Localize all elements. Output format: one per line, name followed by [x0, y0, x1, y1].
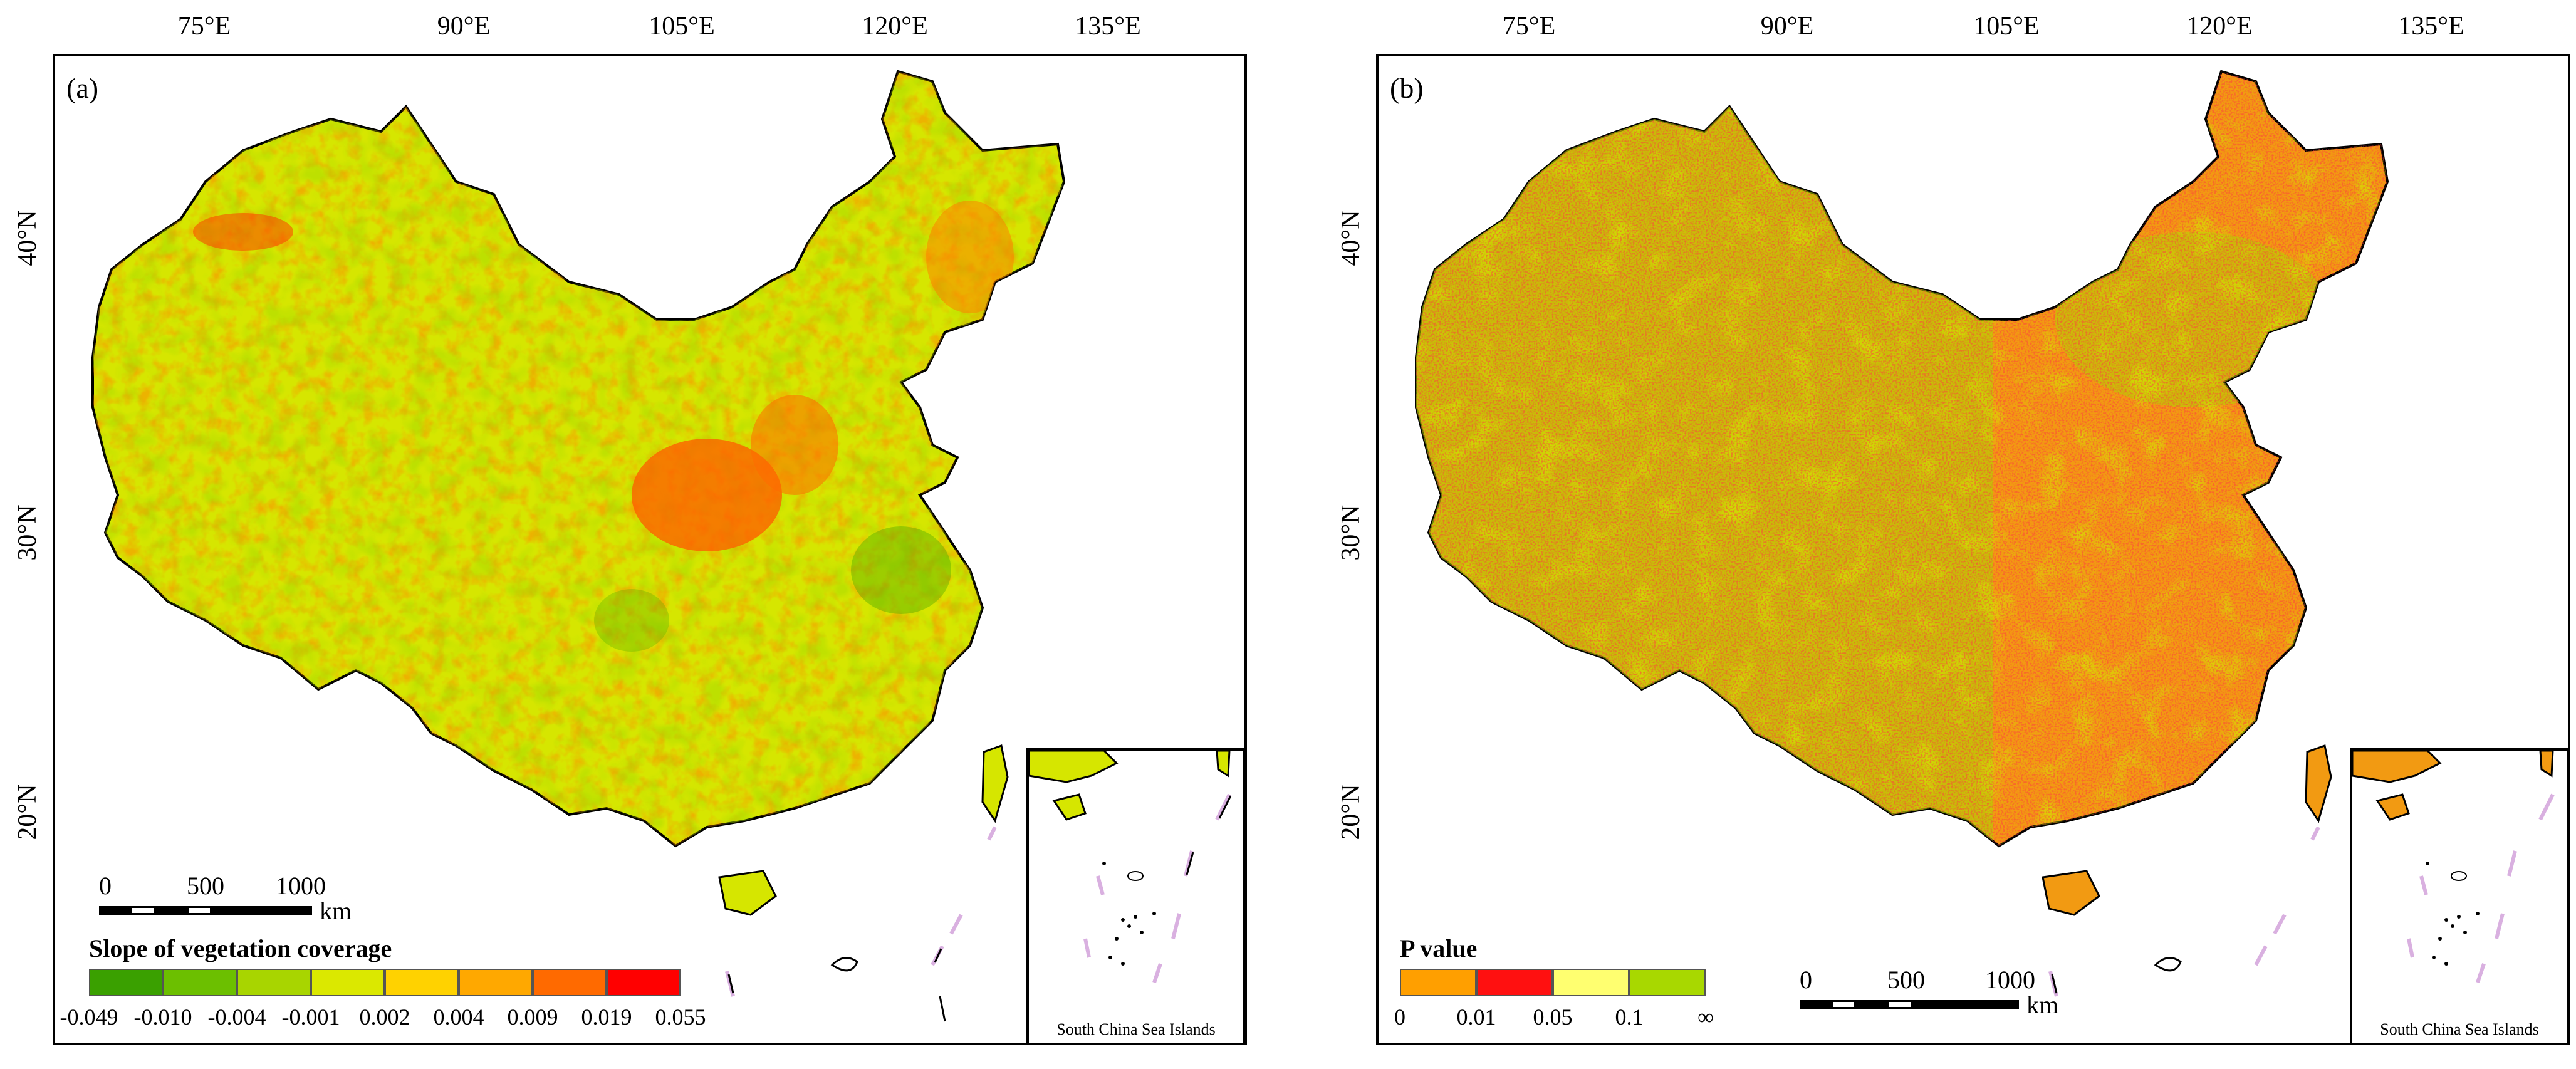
lon-tick: 90°E	[437, 12, 491, 41]
legend-swatch	[237, 969, 311, 996]
legend-swatch	[533, 969, 607, 996]
lat-tick: 30°N	[1337, 504, 1365, 561]
legend-tick: 0	[1394, 1004, 1405, 1030]
lon-tick: 120°E	[2186, 12, 2253, 41]
scale-label: 1000	[276, 872, 326, 900]
island-outline	[830, 957, 858, 972]
legend-tick: -0.010	[133, 1004, 192, 1030]
lon-tick: 135°E	[2398, 12, 2464, 41]
inset-map-a	[1029, 751, 1232, 983]
scale-label: 1000	[1985, 966, 2035, 994]
panel-a-label: (a)	[66, 72, 99, 104]
lon-tick: 105°E	[649, 12, 715, 41]
scale-unit: km	[320, 897, 352, 925]
lon-tick: 135°E	[1075, 12, 1141, 41]
south-china-sea-inset-a: South China Sea Islands	[1026, 748, 1244, 1043]
scale-unit: km	[2026, 991, 2059, 1019]
legend-tick: 0.05	[1533, 1004, 1573, 1030]
scale-label: 0	[99, 872, 112, 900]
china-map-a	[91, 70, 1066, 1022]
hotspot	[926, 201, 1014, 313]
legend-tick: 0.1	[1615, 1004, 1644, 1030]
legend-swatch	[1476, 969, 1553, 996]
scale-segment	[155, 906, 187, 915]
inset-map-b	[2352, 751, 2555, 983]
hainan-shape-a	[718, 870, 777, 916]
hotspot	[193, 213, 293, 251]
inset-caption: South China Sea Islands	[2380, 1020, 2539, 1038]
lat-tick: 40°N	[13, 210, 42, 266]
island-dots	[1102, 862, 1156, 966]
scale-segment	[130, 906, 155, 915]
legend-swatch	[1629, 969, 1706, 996]
lon-tick: 105°E	[1973, 12, 2040, 41]
legend-title: Slope of vegetation coverage	[89, 934, 392, 962]
scale-label: 500	[187, 872, 224, 900]
legend-a: Slope of vegetation coverage -0.049 -0.01…	[60, 934, 778, 1034]
legend-swatch	[89, 969, 163, 996]
legend-swatch	[311, 969, 385, 996]
scale-label: 0	[1800, 966, 1812, 994]
legend-title: P value	[1400, 934, 1478, 962]
lon-tick: 120°E	[862, 12, 928, 41]
taiwan-shape-b	[2305, 744, 2332, 823]
legend-swatch	[607, 969, 681, 996]
panel-a-map-frame: (a) 0 500 1000 km Slope of vegetation co…	[53, 54, 1247, 1045]
china-map-b	[1415, 70, 2389, 997]
lat-tick: 20°N	[13, 784, 42, 840]
legend-tick: -0.001	[281, 1004, 340, 1030]
taiwan-shape-a	[981, 744, 1009, 823]
lat-tick: 30°N	[13, 504, 42, 561]
scale-segment	[1800, 1000, 1831, 1009]
hotspot	[751, 395, 838, 495]
nine-dash-line	[725, 826, 997, 1022]
legend-tick: 0.055	[655, 1004, 706, 1030]
legend-tick: 0.004	[433, 1004, 484, 1030]
legend-tick: 0.01	[1456, 1004, 1496, 1030]
legend-tick: ∞	[1697, 1004, 1714, 1030]
legend-swatch	[385, 969, 459, 996]
legend-tick: -0.049	[60, 1004, 118, 1030]
panel-b-map-frame: (b) P value 0 0.01 0.05 0.1 ∞ 0 500 1000 km	[1376, 54, 2570, 1045]
legend-tick: -0.004	[207, 1004, 266, 1030]
scale-segment	[212, 906, 312, 915]
legend-swatch	[163, 969, 237, 996]
scale-segment	[1856, 1000, 1887, 1009]
legend-tick: 0.002	[359, 1004, 410, 1030]
lat-tick: 40°N	[1337, 210, 1365, 266]
scale-segment	[187, 906, 212, 915]
lon-tick: 90°E	[1760, 12, 1814, 41]
legend-b: P value 0 0.01 0.05 0.1 ∞	[1394, 934, 1776, 1034]
panel-b-label: (b)	[1390, 72, 1424, 104]
legend-swatch	[1553, 969, 1629, 996]
greening-area	[851, 526, 951, 614]
nine-dash-line	[1083, 793, 1232, 983]
south-china-sea-inset-b: South China Sea Islands	[2350, 748, 2568, 1043]
greening-area	[594, 589, 669, 652]
loess-plateau-hotspot	[632, 439, 782, 551]
legend-swatch	[1400, 969, 1476, 996]
nine-dash-line	[2048, 826, 2320, 997]
scale-segment	[1831, 1000, 1856, 1009]
hainan-shape-b	[2042, 870, 2100, 916]
lon-tick: 75°E	[177, 12, 231, 41]
lon-tick: 75°E	[1502, 12, 1556, 41]
nine-dash-line	[2407, 793, 2555, 983]
legend-swatch	[459, 969, 533, 996]
legend-tick: 0.009	[507, 1004, 558, 1030]
scale-segment	[99, 906, 130, 915]
island-outline	[2154, 957, 2182, 972]
inset-caption: South China Sea Islands	[1056, 1020, 1216, 1038]
scale-segment	[1887, 1000, 1912, 1009]
legend-tick: 0.019	[581, 1004, 632, 1030]
scale-label: 500	[1887, 966, 1925, 994]
island-dots	[2426, 862, 2480, 966]
scale-segment	[1912, 1000, 2019, 1009]
lat-tick: 20°N	[1337, 784, 1365, 840]
